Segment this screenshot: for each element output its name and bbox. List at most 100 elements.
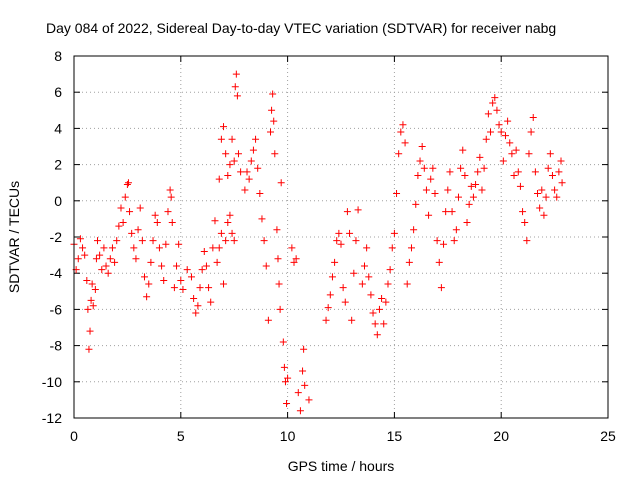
data-point-marker — [350, 269, 358, 277]
data-point-marker — [360, 262, 368, 270]
x-tick-label: 0 — [70, 428, 78, 444]
data-point-marker — [256, 190, 264, 198]
data-point-marker — [243, 168, 251, 176]
data-point-marker — [136, 204, 144, 212]
data-point-marker — [91, 285, 99, 293]
data-point-marker — [527, 128, 535, 136]
data-point-marker — [88, 280, 96, 288]
data-point-marker — [179, 285, 187, 293]
x-tick-label: 20 — [493, 428, 509, 444]
data-point-marker — [249, 146, 257, 154]
data-point-marker — [149, 237, 157, 245]
data-point-marker — [230, 157, 238, 165]
data-point-marker — [119, 219, 127, 227]
data-point-marker — [151, 211, 159, 219]
data-point-marker — [87, 296, 95, 304]
data-point-marker — [440, 240, 448, 248]
data-point-marker — [523, 237, 531, 245]
data-point-marker — [431, 190, 439, 198]
data-point-marker — [420, 164, 428, 172]
y-tick-label: -6 — [50, 301, 63, 317]
data-point-marker — [476, 153, 484, 161]
data-point-marker — [81, 251, 89, 259]
data-point-marker — [380, 320, 388, 328]
data-point-marker — [226, 161, 234, 169]
y-tick-label: 4 — [54, 120, 62, 136]
data-point-marker — [529, 114, 537, 122]
y-tick-label: 6 — [54, 84, 62, 100]
data-point-marker — [145, 280, 153, 288]
data-point-marker — [173, 262, 181, 270]
data-point-marker — [164, 208, 172, 216]
data-point-marker — [192, 309, 200, 317]
data-point-marker — [433, 237, 441, 245]
data-point-marker — [121, 193, 129, 201]
data-point-marker — [378, 295, 386, 303]
data-point-marker — [382, 298, 390, 306]
data-point-marker — [444, 186, 452, 194]
data-point-marker — [86, 327, 94, 335]
x-tick-label: 25 — [600, 428, 616, 444]
data-point-marker — [504, 117, 512, 125]
data-point-marker — [93, 237, 101, 245]
data-point-marker — [234, 150, 242, 158]
data-point-marker — [397, 128, 405, 136]
marker-layer — [70, 70, 566, 415]
data-point-marker — [288, 244, 296, 252]
y-axis-title: SDTVAR / TECUs — [6, 181, 22, 293]
data-point-marker — [299, 367, 307, 375]
data-point-marker — [301, 381, 309, 389]
data-point-marker — [267, 128, 275, 136]
data-point-marker — [262, 262, 270, 270]
data-point-marker — [544, 164, 552, 172]
data-point-marker — [531, 168, 539, 176]
data-point-marker — [205, 284, 213, 292]
data-point-marker — [111, 258, 119, 266]
data-point-marker — [281, 378, 289, 386]
data-point-marker — [215, 175, 223, 183]
data-point-marker — [499, 157, 507, 165]
data-point-marker — [546, 150, 554, 158]
data-point-marker — [467, 182, 475, 190]
data-point-marker — [217, 229, 225, 237]
data-point-marker — [277, 179, 285, 187]
data-point-marker — [198, 266, 206, 274]
data-point-marker — [166, 186, 174, 194]
data-point-marker — [177, 276, 185, 284]
data-point-marker — [170, 284, 178, 292]
data-point-marker — [358, 280, 366, 288]
data-point-marker — [117, 204, 125, 212]
data-point-marker — [508, 150, 516, 158]
data-point-marker — [393, 190, 401, 198]
data-point-marker — [343, 208, 351, 216]
data-point-marker — [548, 171, 556, 179]
data-point-marker — [96, 251, 104, 259]
data-point-marker — [501, 132, 509, 140]
data-point-marker — [384, 280, 392, 288]
data-point-marker — [108, 244, 116, 252]
data-point-marker — [457, 164, 465, 172]
data-point-marker — [516, 182, 524, 190]
data-point-marker — [160, 276, 168, 284]
tick-layer — [73, 55, 609, 419]
data-point-marker — [412, 200, 420, 208]
data-point-marker — [422, 186, 430, 194]
data-point-marker — [339, 284, 347, 292]
data-point-marker — [365, 273, 373, 281]
data-point-marker — [228, 229, 236, 237]
data-point-marker — [510, 171, 518, 179]
data-point-marker — [294, 389, 302, 397]
data-point-marker — [335, 229, 343, 237]
data-point-marker — [416, 157, 424, 165]
data-point-marker — [346, 229, 354, 237]
data-point-marker — [260, 237, 268, 245]
data-point-marker — [153, 219, 161, 227]
data-point-marker — [207, 298, 215, 306]
data-point-marker — [367, 291, 375, 299]
data-point-marker — [132, 255, 140, 263]
data-point-marker — [115, 222, 123, 230]
data-point-marker — [446, 168, 454, 176]
data-point-marker — [275, 280, 283, 288]
data-point-marker — [92, 255, 100, 263]
